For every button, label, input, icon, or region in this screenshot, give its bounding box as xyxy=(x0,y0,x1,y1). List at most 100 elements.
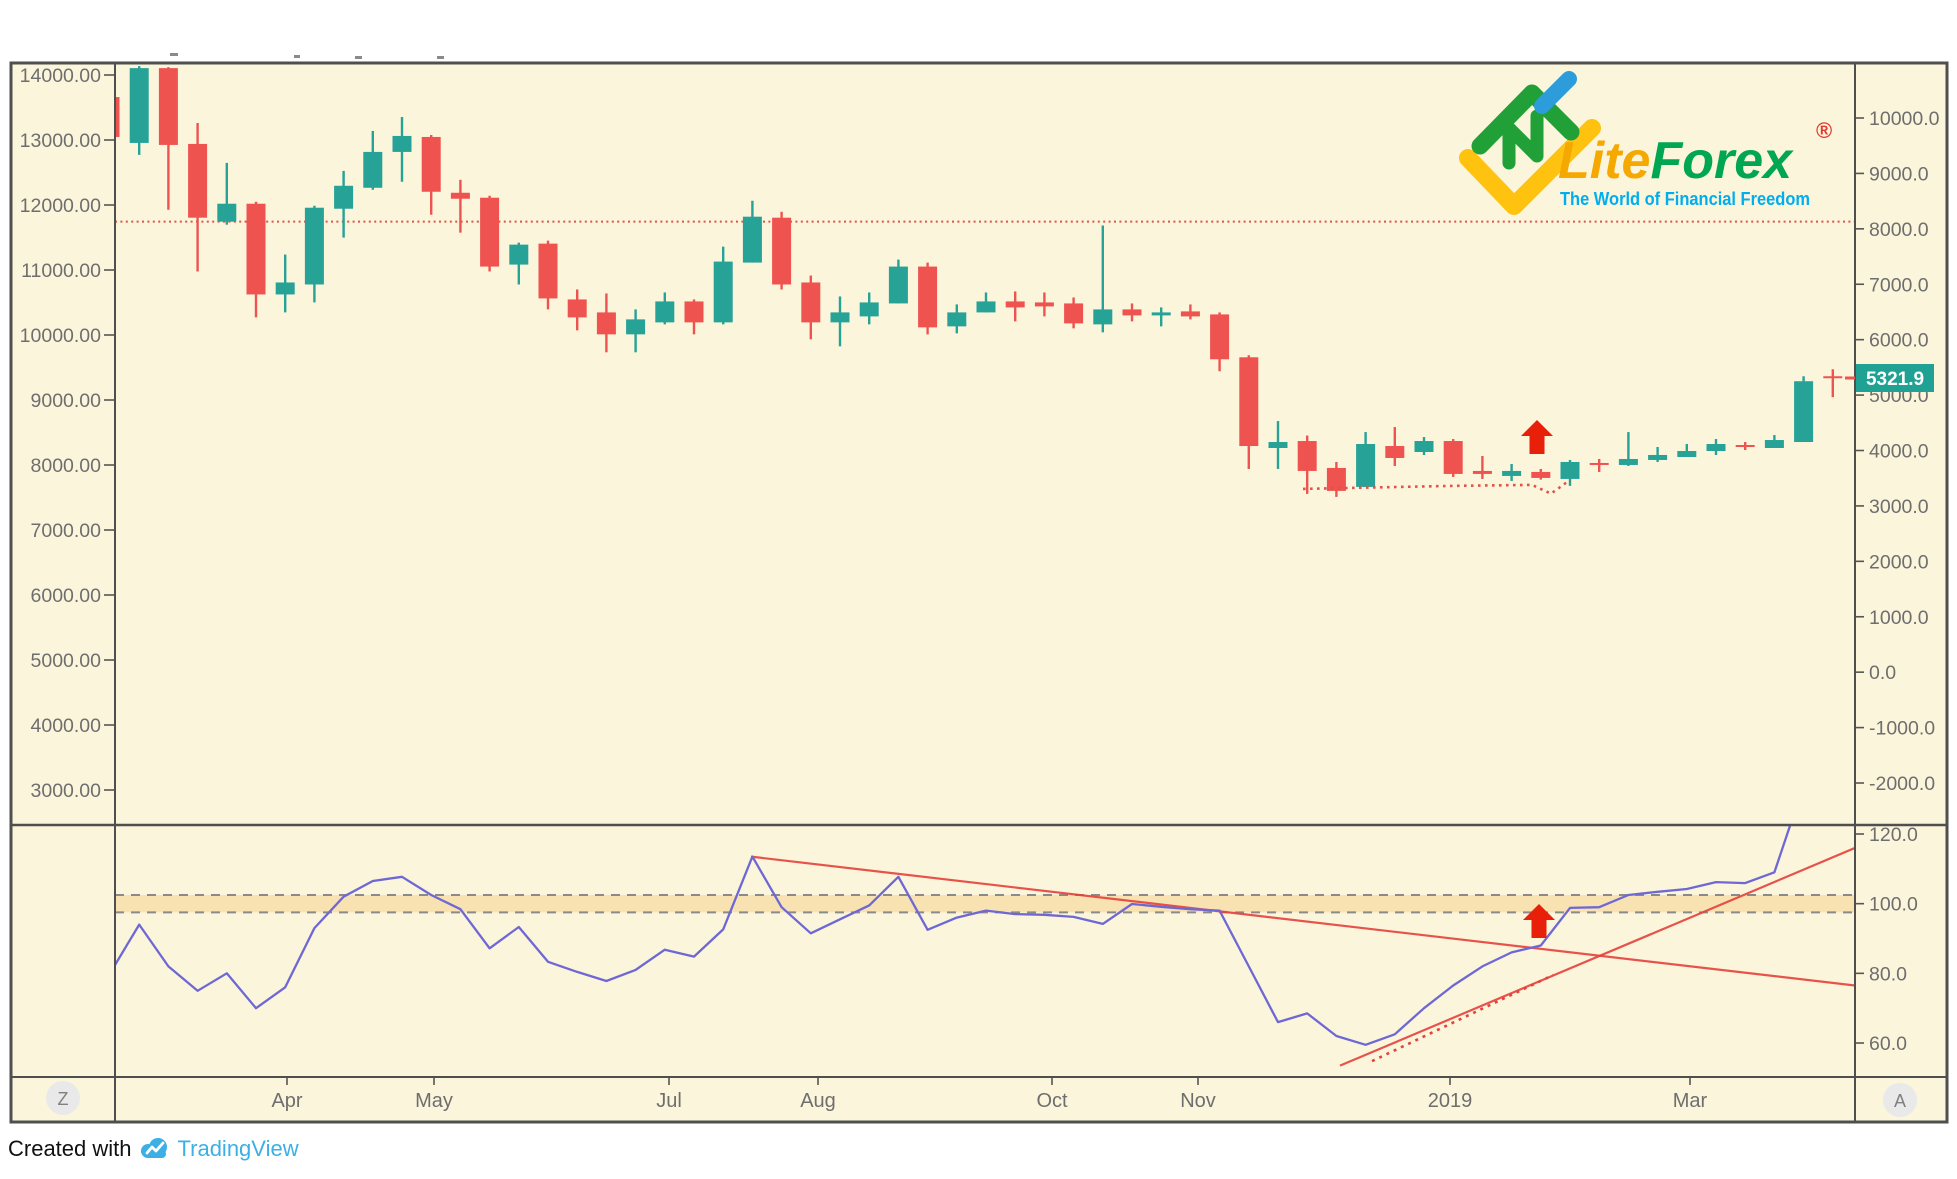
candle-body[interactable] xyxy=(1589,462,1609,465)
candle-body[interactable] xyxy=(188,143,208,218)
candle-body[interactable] xyxy=(1794,381,1814,443)
left-axis-label: 7000.00 xyxy=(31,520,102,542)
candle-body[interactable] xyxy=(509,244,529,265)
candle-body[interactable] xyxy=(101,97,120,137)
price-chart[interactable]: 14000.0013000.0012000.0011000.0010000.00… xyxy=(0,0,1957,1128)
time-axis-label: Jul xyxy=(656,1090,682,1112)
candle-body[interactable] xyxy=(976,301,996,313)
candle-body[interactable] xyxy=(1764,440,1784,449)
candle-body[interactable] xyxy=(1034,302,1054,307)
candle-body[interactable] xyxy=(1356,444,1376,487)
zoom-out-button[interactable]: Z xyxy=(46,1081,80,1115)
auto-scale-button-label: A xyxy=(1894,1091,1906,1111)
candle-body[interactable] xyxy=(1180,311,1200,317)
candle-body[interactable] xyxy=(626,319,646,335)
candle-body[interactable] xyxy=(246,203,266,295)
candle-body[interactable] xyxy=(567,299,587,318)
candle-body[interactable] xyxy=(480,197,500,267)
candle-body[interactable] xyxy=(1560,461,1580,479)
logo-wordmark: LiteForex xyxy=(1558,132,1794,190)
attribution-footer: Created with TradingView xyxy=(8,1136,299,1162)
auto-scale-button-circle[interactable] xyxy=(1883,1083,1917,1117)
candle-body[interactable] xyxy=(1210,314,1230,360)
candle-body[interactable] xyxy=(1122,309,1142,316)
candle-body[interactable] xyxy=(1239,357,1259,447)
ascending-trendline[interactable] xyxy=(1339,846,1855,1067)
candle-body[interactable] xyxy=(596,312,616,335)
candle-body[interactable] xyxy=(830,312,850,323)
right-axis-label: 4000.0 xyxy=(1869,441,1929,463)
time-axis-label: May xyxy=(415,1090,453,1112)
oscillator-line[interactable] xyxy=(110,730,1833,1046)
candle-body[interactable] xyxy=(1677,451,1697,457)
candle-body[interactable] xyxy=(1385,446,1405,458)
candle-body[interactable] xyxy=(742,216,762,263)
candle-body[interactable] xyxy=(772,217,792,285)
time-axis-label: 2019 xyxy=(1428,1090,1473,1112)
support-dotted-line[interactable] xyxy=(1302,478,1571,496)
candle-body[interactable] xyxy=(918,266,938,328)
up-arrow-icon[interactable] xyxy=(1523,904,1555,938)
candle-body[interactable] xyxy=(1735,445,1755,448)
candle-body[interactable] xyxy=(655,301,675,323)
time-axis-label: Aug xyxy=(800,1090,836,1112)
right-axis-label: 7000.0 xyxy=(1869,274,1929,296)
candle-body[interactable] xyxy=(713,261,733,323)
support-line[interactable] xyxy=(1302,478,1571,496)
left-price-axis[interactable]: 14000.00 13000.00 12000.00 11000.00 10000.00… xyxy=(20,65,114,802)
up-arrow-icon[interactable] xyxy=(1521,420,1553,454)
candle-body[interactable] xyxy=(1326,467,1346,491)
candle-body[interactable] xyxy=(275,282,295,295)
candle-body[interactable] xyxy=(947,312,967,327)
current-price-label: 5321.9 xyxy=(1845,364,1934,392)
candle-body[interactable] xyxy=(801,282,821,323)
candle-body[interactable] xyxy=(1297,441,1317,471)
candle-body[interactable] xyxy=(334,185,354,209)
dotted-trendline[interactable] xyxy=(1371,973,1554,1063)
candle-body[interactable] xyxy=(129,68,149,143)
candle-body[interactable] xyxy=(363,151,383,188)
zoom-out-button-label: Z xyxy=(58,1089,69,1109)
time-axis-label: Apr xyxy=(271,1090,302,1112)
candle-body[interactable] xyxy=(859,302,879,317)
candle-body[interactable] xyxy=(304,207,324,285)
candle-body[interactable] xyxy=(392,135,412,152)
descending-trendline[interactable] xyxy=(750,855,1855,987)
candle-body[interactable] xyxy=(538,243,558,299)
candle-body[interactable] xyxy=(421,136,441,192)
left-axis-label: 5000.00 xyxy=(31,650,102,672)
candle-body[interactable] xyxy=(158,68,178,145)
candle-body[interactable] xyxy=(1151,312,1171,316)
candlestick-series[interactable] xyxy=(101,66,1843,497)
candle-body[interactable] xyxy=(1648,454,1668,460)
candle-body[interactable] xyxy=(684,301,704,323)
right-axis-label: 10000.0 xyxy=(1869,108,1940,130)
buy-signal-arrows[interactable] xyxy=(1521,420,1555,938)
candle-body[interactable] xyxy=(1443,441,1463,474)
legend-mark xyxy=(170,53,178,56)
candle-body[interactable] xyxy=(888,266,908,304)
candle-body[interactable] xyxy=(1064,303,1084,324)
candle-body[interactable] xyxy=(217,203,237,222)
price-label-box xyxy=(1856,364,1934,392)
candle-body[interactable] xyxy=(1823,376,1843,379)
candle-body[interactable] xyxy=(1531,471,1551,478)
candle-body[interactable] xyxy=(450,192,470,199)
candle-body[interactable] xyxy=(1706,444,1726,452)
oscillator-panel-content[interactable] xyxy=(110,730,1855,1067)
oscillator-axis[interactable]: 120.0 100.0 80.0 60.0 xyxy=(1856,824,1918,1055)
oscillator-axis-label: 120.0 xyxy=(1869,824,1918,846)
candle-body[interactable] xyxy=(1502,470,1522,476)
candle-body[interactable] xyxy=(1268,442,1288,449)
candle-body[interactable] xyxy=(1093,309,1113,325)
candle-body[interactable] xyxy=(1414,441,1434,452)
auto-scale-button[interactable]: A xyxy=(1883,1083,1917,1117)
logo-word-lite: Lite xyxy=(1558,132,1650,190)
tradingview-link[interactable]: TradingView xyxy=(177,1136,299,1161)
time-axis[interactable]: Apr May Jul Aug Oct Nov 2019 Mar xyxy=(271,1078,1708,1112)
candle-body[interactable] xyxy=(1618,458,1638,465)
candle-body[interactable] xyxy=(1472,470,1492,474)
tradingview-logo-icon[interactable] xyxy=(139,1137,171,1161)
candle-body[interactable] xyxy=(1005,301,1025,308)
zoom-out-button-circle[interactable] xyxy=(46,1081,80,1115)
